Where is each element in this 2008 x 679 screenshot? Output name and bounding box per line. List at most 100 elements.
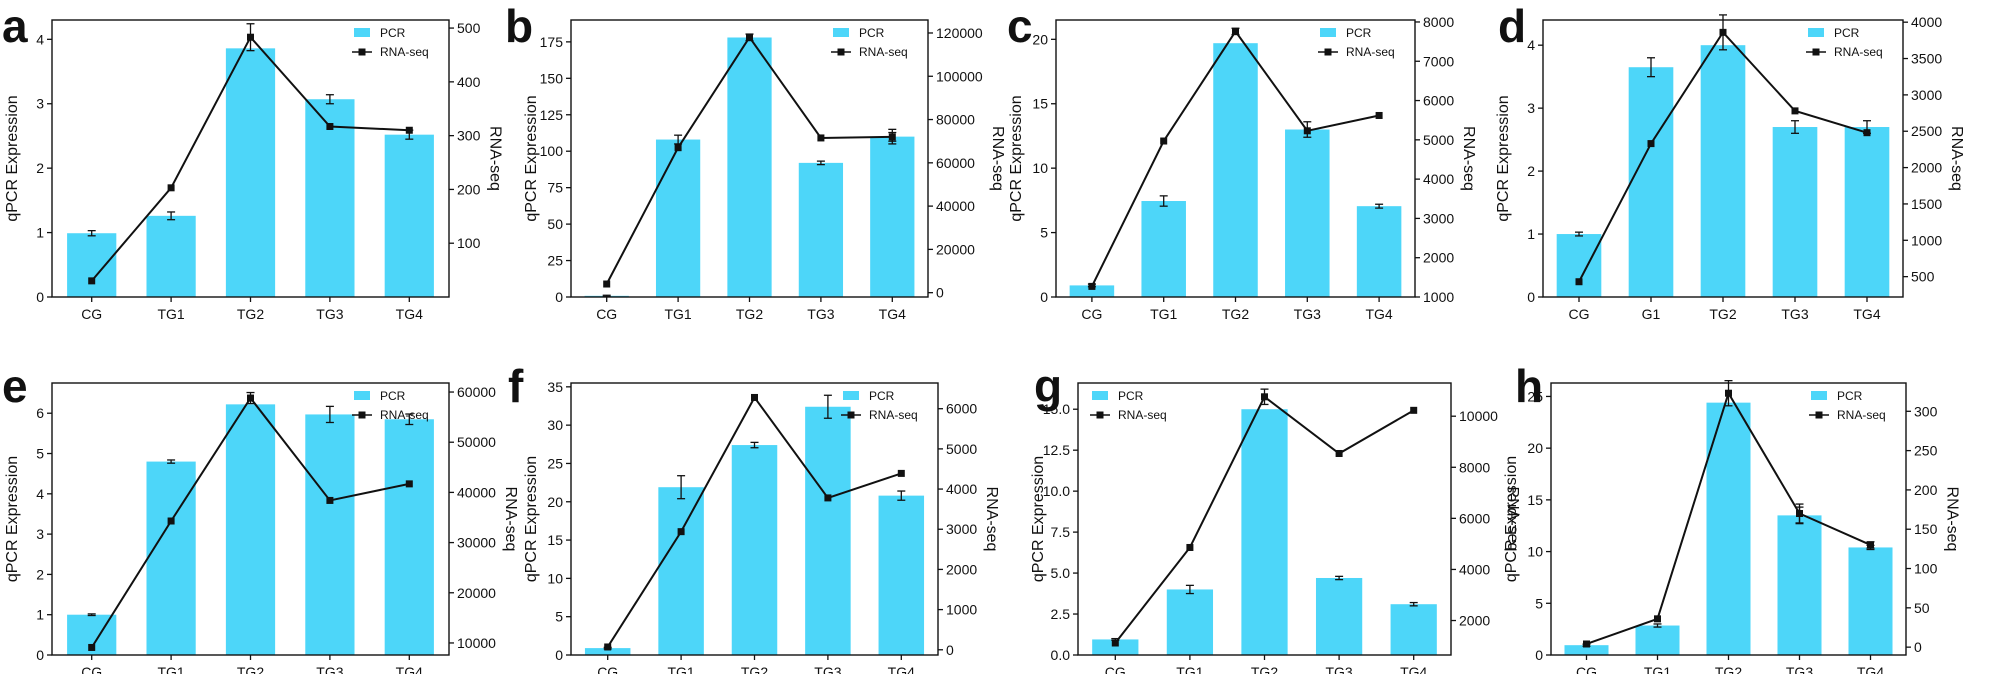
y2-tick-label: 10000 [457,635,496,651]
y2-tick-label: 8000 [1423,14,1454,30]
y-tick-label: 2.5 [1051,606,1071,622]
y-tick-label: 15 [547,532,563,548]
y2-axis-label: RNA-seq [486,126,503,191]
y-tick-label: 2 [36,566,44,582]
panel-f: f 0 5 10 15 20 25 30 35 0 1000 2000 3000 4000 5000 6000… [508,360,1000,679]
x-tick-label: TG4 [396,306,423,322]
pcr-error-bar-TG1 [677,475,686,500]
y-tick-label: 35 [547,379,563,395]
pcr-bar-TG3 [1777,515,1822,655]
x-tick-label: TG4 [1400,664,1427,674]
rnaseq-point-CG [1111,639,1119,647]
legend-pcr-label: PCR [859,26,885,40]
y-tick-label: 1 [36,607,44,623]
panel-a: a 0 1 2 3 4 100 200 300 400 500 CG TG1 TG2 TG3 TG4 qPCR … [2,0,503,322]
y2-tick-label: 1500 [1911,196,1942,212]
panel-letter: b [505,0,533,52]
legend-rnaseq-label: RNA-seq [1834,45,1883,59]
rnaseq-point-TG3 [1335,449,1343,457]
x-tick-label: TG4 [1857,664,1884,674]
pcr-error-bar-TG2 [750,441,759,449]
pcr-bar-TG1 [658,487,704,655]
rnaseq-point-TG1 [677,528,685,536]
y-tick-label: 6 [36,405,44,421]
pcr-error-bar-TG3 [325,405,334,424]
x-tick-label: CG [1105,664,1126,674]
pcr-error-bar-TG3 [325,94,334,105]
y-tick-label: 10.0 [1043,483,1070,499]
rnaseq-point-TG3 [824,494,832,502]
panel-letter: f [508,360,524,412]
rnaseq-point-CG [88,643,96,651]
legend-pcr-swatch [1092,391,1108,400]
y2-tick-label: 0 [936,285,944,301]
legend-pcr-swatch [1808,28,1824,37]
y-axis-label: qPCR Expression [1503,456,1520,582]
pcr-error-bar-TG1 [167,211,176,221]
rnaseq-point-TG3 [1791,107,1799,115]
panel-letter: h [1515,360,1543,412]
pcr-bar-TG1 [1166,589,1214,655]
x-tick-label: TG1 [667,664,694,674]
rnaseq-point-TG2 [1261,393,1268,401]
y2-tick-label: 0 [1914,639,1922,655]
legend-pcr-label: PCR [869,389,895,403]
legend: PCR RNA-seq [1809,389,1886,422]
y2-tick-label: 20000 [936,241,975,257]
pcr-error-bar-TG1 [1159,195,1168,207]
y-tick-label: 5 [1535,595,1543,611]
x-tick-label: TG1 [664,306,691,322]
x-tick-label: TG4 [1365,306,1392,322]
panel-letter: d [1498,0,1526,52]
x-tick-label: TG4 [1853,306,1880,322]
y2-tick-label: 150 [1914,521,1938,537]
pcr-error-bar-TG1 [1653,623,1662,628]
pcr-bar-G1 [1628,67,1674,297]
y-tick-label: 25 [547,253,563,269]
y-tick-label: 0 [36,647,44,663]
rnaseq-point-TG3 [326,122,334,130]
y2-tick-label: 20000 [457,585,496,601]
x-tick-label: TG1 [1176,664,1203,674]
y-tick-label: 2 [1527,163,1535,179]
y-tick-label: 7.5 [1051,524,1071,540]
y2-tick-label: 60000 [457,384,496,400]
y2-tick-label: 10000 [1459,408,1498,424]
pcr-bar-TG2 [1706,402,1751,655]
pcr-bar-CG [67,233,117,297]
x-tick-label: TG3 [807,306,834,322]
y2-tick-label: 8000 [1459,459,1490,475]
x-tick-label: TG3 [1325,664,1352,674]
y2-tick-label: 60000 [936,155,975,171]
rnaseq-point-CG [88,277,96,285]
panel-letter: a [2,0,28,52]
legend: PCR RNA-seq [352,26,429,59]
y2-tick-label: 100 [1914,561,1938,577]
pcr-error-bar-TG4 [1409,601,1418,607]
x-tick-label: TG2 [1709,306,1736,322]
y2-tick-label: 120000 [936,25,983,41]
pcr-bar-TG3 [1285,129,1330,297]
y2-tick-label: 3000 [946,521,977,537]
x-tick-label: TG2 [741,664,768,674]
y2-tick-label: 6000 [1459,510,1490,526]
legend-pcr-label: PCR [380,389,406,403]
pcr-bar-CG [1556,234,1602,297]
pcr-bar-TG4 [1390,604,1437,655]
rnaseq-point-TG3 [326,496,334,504]
pcr-bar-TG1 [1141,201,1186,297]
x-tick-label: TG2 [1251,664,1278,674]
pcr-error-bar-G1 [1647,57,1655,78]
legend-pcr-swatch [843,391,859,400]
pcr-bar-TG3 [305,99,355,297]
y2-tick-label: 2500 [1911,123,1942,139]
y-tick-label: 1 [1527,226,1535,242]
rnaseq-point-TG4 [1863,129,1871,137]
y-axis-label: qPCR Expression [1008,95,1025,221]
x-tick-label: TG4 [396,664,423,674]
x-tick-label: TG2 [237,664,264,674]
y2-axis-label: RNA-seq [983,487,1000,552]
y2-tick-label: 30000 [457,535,496,551]
y2-tick-label: 2000 [1459,613,1490,629]
